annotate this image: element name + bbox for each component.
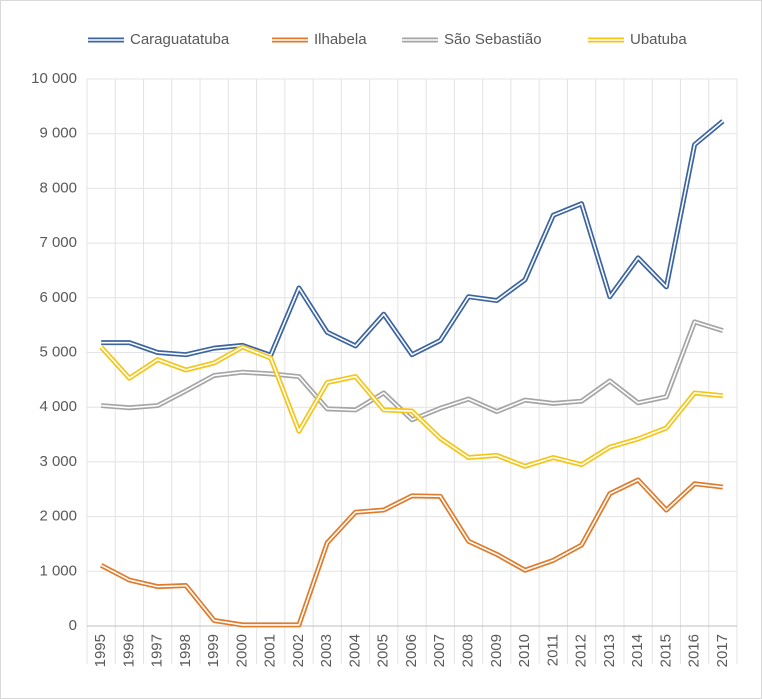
y-tick-label: 4 000: [39, 398, 77, 415]
series-line-inner: [101, 120, 724, 357]
x-tick-label: 2004: [346, 634, 363, 667]
x-tick-label: 2000: [233, 634, 250, 667]
legend-label: Ilhabela: [314, 31, 367, 48]
x-tick-label: 2017: [714, 634, 731, 667]
x-tick-label: 2016: [686, 634, 703, 667]
y-tick-label: 9 000: [39, 125, 77, 142]
x-tick-label: 2012: [573, 634, 590, 667]
x-tick-label: 2014: [629, 634, 646, 667]
x-tick-label: 2005: [375, 634, 392, 667]
series-line-inner: [100, 346, 723, 468]
x-tick-label: 2009: [488, 634, 505, 667]
x-tick-label: 2015: [657, 634, 674, 667]
y-tick-label: 8 000: [39, 179, 77, 196]
x-tick-label: 1997: [149, 634, 166, 667]
x-tick-label: 2006: [403, 634, 420, 667]
legend-label: Caraguatatuba: [130, 31, 230, 48]
legend-label: Ubatuba: [630, 31, 687, 48]
y-tick-label: 5 000: [39, 343, 77, 360]
x-tick-label: 2008: [459, 634, 476, 667]
x-tick-label: 1999: [205, 634, 222, 667]
series-line-inner: [100, 479, 723, 626]
x-tick-label: 2007: [431, 634, 448, 667]
y-tick-label: 2 000: [39, 508, 77, 525]
y-tick-label: 1 000: [39, 562, 77, 579]
x-tick-label: 1998: [177, 634, 194, 667]
x-tick-label: 2002: [290, 634, 307, 667]
y-tick-label: 0: [69, 617, 77, 634]
y-tick-label: 3 000: [39, 453, 77, 470]
y-tick-label: 10 000: [31, 70, 77, 87]
x-tick-label: 2010: [516, 634, 533, 667]
series-line-inner: [101, 321, 724, 421]
y-tick-label: 7 000: [39, 234, 77, 251]
x-tick-label: 2013: [601, 634, 618, 667]
x-tick-label: 2001: [262, 634, 279, 667]
x-tick-label: 2003: [318, 634, 335, 667]
x-tick-label: 1995: [92, 634, 109, 667]
x-tick-label: 2011: [544, 634, 561, 666]
legend-label: São Sebastião: [444, 31, 542, 48]
y-tick-label: 6 000: [39, 289, 77, 306]
x-tick-label: 1996: [120, 634, 137, 667]
